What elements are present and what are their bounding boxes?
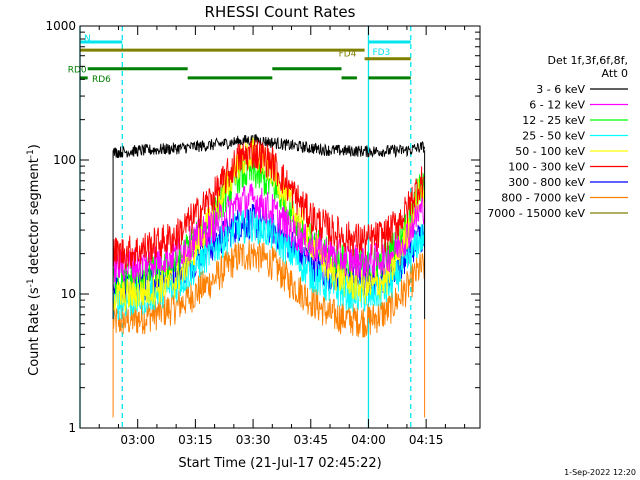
x-tick-label: 03:15 bbox=[178, 433, 213, 447]
legend-label: 3 - 6 keV bbox=[536, 83, 585, 96]
x-tick-label: 03:30 bbox=[236, 433, 271, 447]
state-marker-label: RD0 bbox=[68, 66, 87, 76]
y-tick-label: 1000 bbox=[45, 19, 76, 33]
x-axis: 03:00 03:15 03:30 03:45 04:00 04:15 bbox=[79, 26, 466, 447]
series-line bbox=[112, 183, 426, 283]
legend-label: 50 - 100 keV bbox=[515, 145, 585, 158]
state-marker-label: FD4 bbox=[339, 50, 357, 60]
state-marker-label: N bbox=[84, 34, 91, 44]
legend-label: 7000 - 15000 keV bbox=[487, 207, 585, 220]
series-line bbox=[112, 137, 426, 312]
timestamp-footer: 1-Sep-2022 12:20 bbox=[564, 468, 636, 477]
state-marker-label: FD3 bbox=[372, 48, 390, 58]
series-line bbox=[112, 139, 425, 270]
x-tick-label: 04:00 bbox=[351, 433, 386, 447]
plot-area: N FD3 FD4 RD0 RD6 bbox=[68, 25, 481, 429]
legend-label: 6 - 12 keV bbox=[529, 99, 585, 112]
x-tick-label: 03:00 bbox=[120, 433, 155, 447]
legend-title: Det 1f,3f,6f,8f, bbox=[547, 54, 628, 67]
y-axis: 1 10 100 1000 bbox=[45, 19, 480, 435]
legend-title: Att 0 bbox=[602, 67, 628, 80]
series-line bbox=[112, 134, 426, 159]
chart-title: RHESSI Count Rates bbox=[205, 3, 356, 21]
y-tick-label: 10 bbox=[61, 287, 76, 301]
series-line bbox=[112, 239, 426, 338]
x-tick-label: 04:15 bbox=[409, 433, 444, 447]
y-tick-label: 100 bbox=[53, 153, 76, 167]
legend-label: 100 - 300 keV bbox=[508, 161, 585, 174]
x-tick-label: 03:45 bbox=[293, 433, 328, 447]
plot-frame bbox=[79, 25, 481, 429]
legend-label: 300 - 800 keV bbox=[508, 176, 585, 189]
legend-label: 12 - 25 keV bbox=[522, 114, 585, 127]
y-axis-label: Count Rate (s-1 detector segment-1) bbox=[26, 144, 42, 376]
legend-label: 25 - 50 keV bbox=[522, 130, 585, 143]
legend-label: 800 - 7000 keV bbox=[501, 192, 585, 205]
y-tick-label: 1 bbox=[68, 421, 76, 435]
legend: Det 1f,3f,6f,8f,Att 0 3 - 6 keV 6 - 12 keV… bbox=[487, 54, 628, 220]
x-axis-label: Start Time (21-Jul-17 02:45:22) bbox=[178, 456, 381, 471]
state-marker-label: RD6 bbox=[92, 75, 111, 85]
